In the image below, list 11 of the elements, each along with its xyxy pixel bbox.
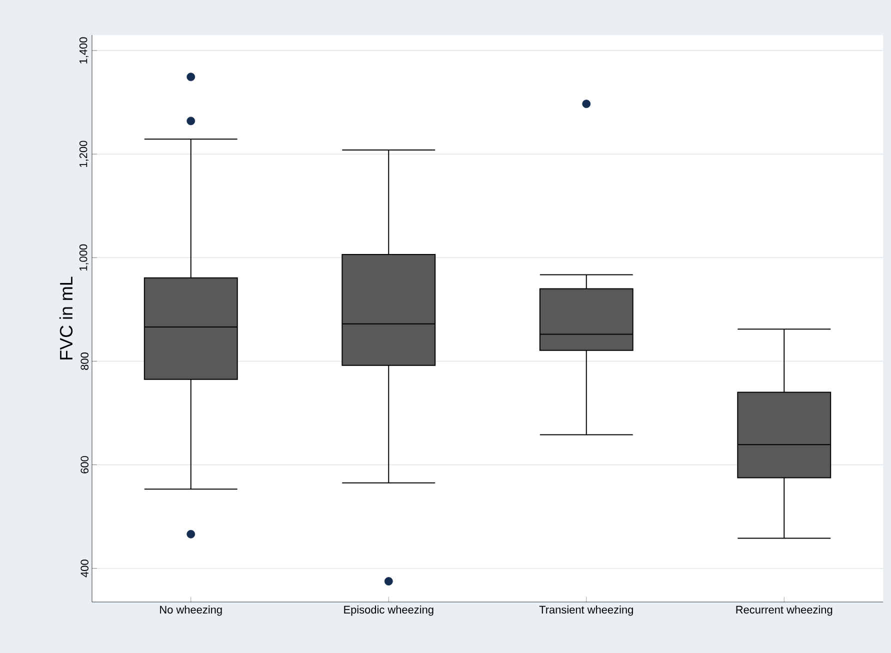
x-tick-label: Episodic wheezing [344, 606, 434, 616]
y-tick-label: 1,400 [79, 37, 88, 64]
x-tick-label: Transient wheezing [539, 606, 633, 616]
y-tick-label: 600 [80, 456, 88, 474]
y-tick-label: 1,200 [79, 140, 88, 167]
x-tick-label: No wheezing [160, 606, 222, 616]
y-tick-label: 1,000 [79, 244, 88, 271]
y-tick-label: 400 [80, 560, 88, 578]
y-axis-title: FVC in mL [59, 276, 73, 360]
x-tick-label: Recurrent wheezing [736, 606, 832, 616]
y-tick-label: 800 [80, 352, 88, 370]
